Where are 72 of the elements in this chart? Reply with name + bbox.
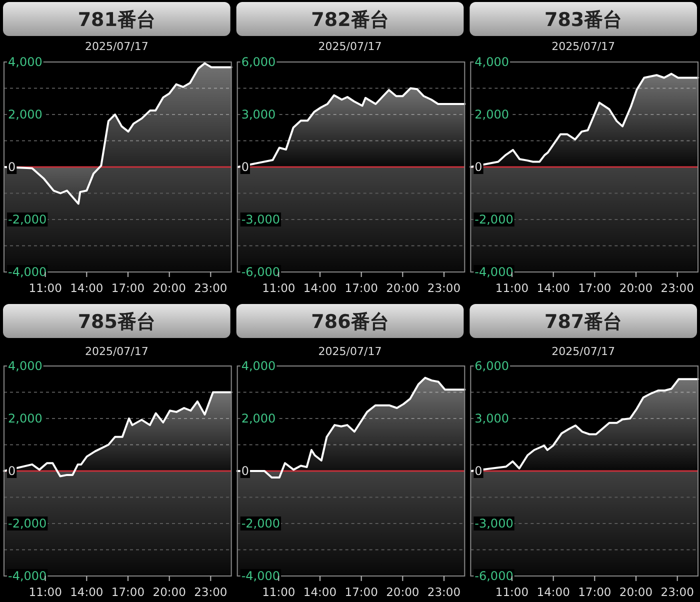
x-tick-label: 23:00 <box>660 281 694 295</box>
y-tick-label: 3,000 <box>474 412 510 426</box>
x-tick-label: 23:00 <box>427 585 461 599</box>
chart-title: 785番台 <box>78 311 156 333</box>
y-tick-label: -4,000 <box>474 265 514 279</box>
y-tick-label: -4,000 <box>8 265 47 279</box>
x-tick-label: 11:00 <box>262 585 296 599</box>
x-tick-label: 20:00 <box>619 281 653 295</box>
y-tick-label: 4,000 <box>474 55 510 69</box>
y-tick-label: 3,000 <box>241 108 276 122</box>
y-tick-label: 0 <box>8 464 16 478</box>
y-tick-label: 0 <box>241 464 249 478</box>
x-tick-label: 20:00 <box>152 585 186 599</box>
x-tick-label: 11:00 <box>28 281 62 295</box>
x-tick-label: 17:00 <box>111 281 145 295</box>
y-tick-label: 0 <box>474 464 482 478</box>
x-tick-label: 20:00 <box>386 585 420 599</box>
x-tick-label: 14:00 <box>303 585 337 599</box>
y-tick-label: -4,000 <box>8 569 47 583</box>
x-tick-label: 14:00 <box>536 585 570 599</box>
chart-subtitle: 2025/07/17 <box>552 40 616 53</box>
y-tick-label: -6,000 <box>241 265 280 279</box>
chart-subtitle: 2025/07/17 <box>318 40 382 53</box>
x-tick-label: 11:00 <box>495 281 529 295</box>
x-tick-label: 14:00 <box>303 281 337 295</box>
chart-subtitle: 2025/07/17 <box>84 40 148 53</box>
x-tick-label: 14:00 <box>536 281 570 295</box>
x-tick-label: 17:00 <box>344 281 378 295</box>
y-tick-label: 2,000 <box>241 412 276 426</box>
x-tick-label: 23:00 <box>660 585 694 599</box>
y-tick-label: -2,000 <box>474 212 514 226</box>
y-tick-label: -6,000 <box>474 569 514 583</box>
chart-title: 786番台 <box>311 311 389 333</box>
y-tick-label: 0 <box>8 160 16 174</box>
x-tick-label: 17:00 <box>578 585 612 599</box>
x-tick-label: 17:00 <box>344 585 378 599</box>
y-tick-label: 2,000 <box>8 412 42 426</box>
y-tick-label: 4,000 <box>241 359 276 373</box>
chart-subtitle: 2025/07/17 <box>84 345 148 358</box>
y-tick-label: 4,000 <box>8 359 42 373</box>
y-tick-label: -3,000 <box>474 516 514 530</box>
x-tick-label: 17:00 <box>578 281 612 295</box>
x-tick-label: 11:00 <box>28 585 62 599</box>
y-tick-label: -3,000 <box>241 212 280 226</box>
y-tick-label: 2,000 <box>8 108 42 122</box>
x-tick-label: 20:00 <box>619 585 653 599</box>
x-tick-label: 14:00 <box>70 585 104 599</box>
y-tick-label: 0 <box>241 160 249 174</box>
x-tick-label: 20:00 <box>386 281 420 295</box>
chart-subtitle: 2025/07/17 <box>552 345 616 358</box>
y-tick-label: 2,000 <box>474 108 510 122</box>
x-tick-label: 20:00 <box>152 281 186 295</box>
y-tick-label: 0 <box>474 160 482 174</box>
x-tick-label: 23:00 <box>427 281 461 295</box>
chart-title: 787番台 <box>544 311 622 333</box>
x-tick-label: 23:00 <box>194 585 228 599</box>
chart-title: 782番台 <box>311 9 389 31</box>
y-tick-label: 4,000 <box>8 55 42 69</box>
x-tick-label: 14:00 <box>70 281 104 295</box>
y-tick-label: -2,000 <box>8 212 47 226</box>
y-tick-label: 6,000 <box>474 359 510 373</box>
x-tick-label: 17:00 <box>111 585 145 599</box>
x-tick-label: 11:00 <box>495 585 529 599</box>
y-tick-label: 6,000 <box>241 55 276 69</box>
x-tick-label: 11:00 <box>262 281 296 295</box>
chart-title: 781番台 <box>78 9 156 31</box>
x-tick-label: 23:00 <box>194 281 228 295</box>
chart-subtitle: 2025/07/17 <box>318 345 382 358</box>
y-tick-label: -2,000 <box>8 516 47 530</box>
chart-title: 783番台 <box>544 9 622 31</box>
y-tick-label: -4,000 <box>241 569 280 583</box>
y-tick-label: -2,000 <box>241 516 280 530</box>
